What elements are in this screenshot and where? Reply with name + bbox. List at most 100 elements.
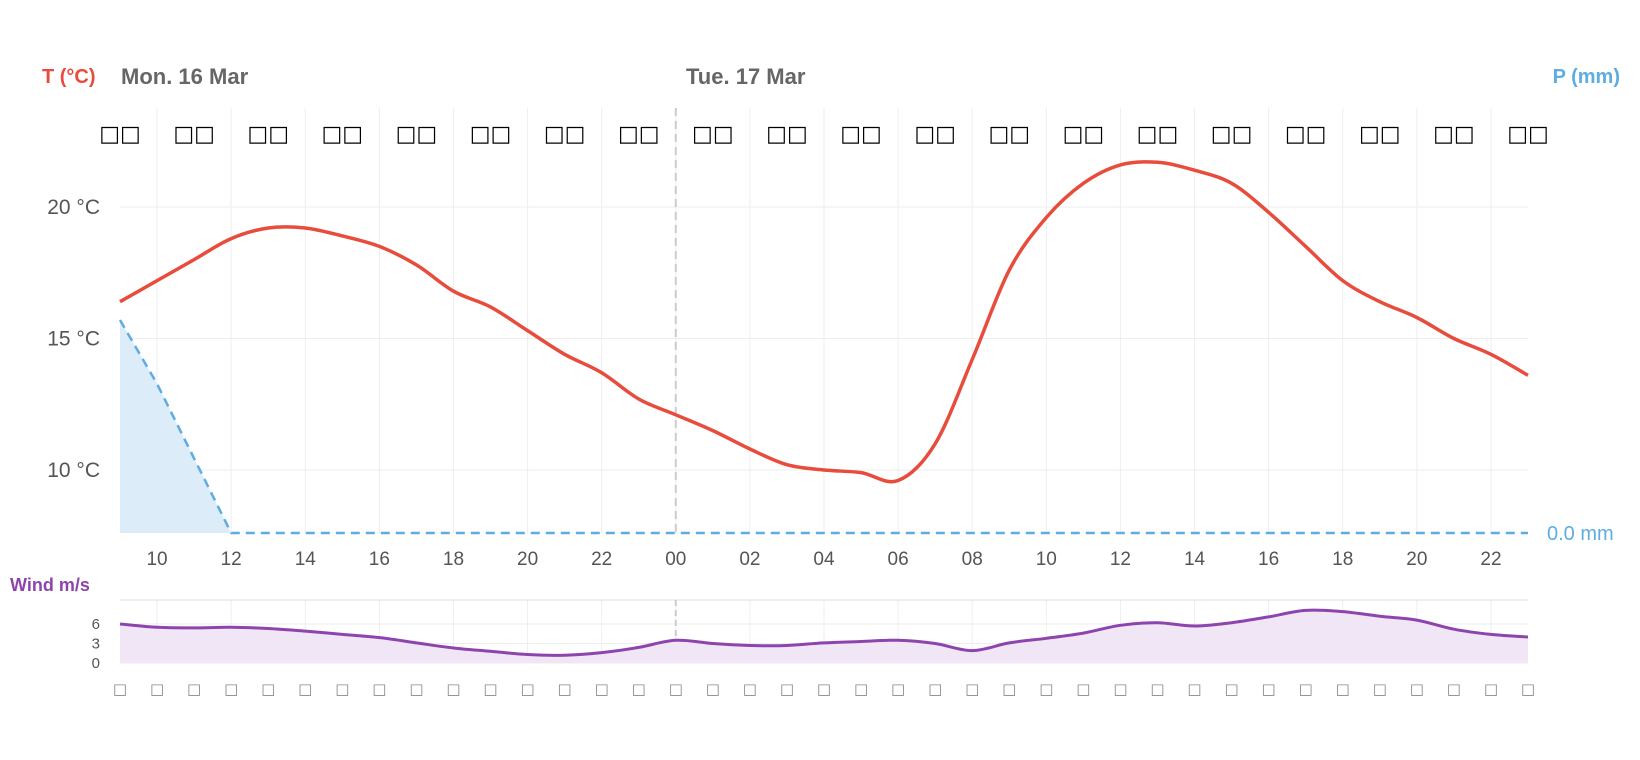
x-tick-label: 10 [146,549,167,570]
x-tick-label: 18 [1332,549,1353,570]
missing-glyph-icon: □□ [692,122,734,147]
wind-line [119,608,1529,657]
wind-axis-title: Wind m/s [10,575,90,595]
wind-series [119,608,1529,663]
missing-glyph-icon: □ [817,680,831,698]
missing-glyph-icon: □ [1336,680,1350,698]
day-label-monday: Mon. 16 Mar [121,64,249,89]
missing-glyph-icon: □□ [1211,122,1253,147]
missing-glyph-icon: □□ [840,122,882,147]
missing-glyph-icon: □ [706,680,720,698]
missing-glyph-icon: □□ [1359,122,1401,147]
missing-glyph-icon: □ [1187,680,1201,698]
grid-lines [120,108,1528,664]
wind-y-tick-label: 6 [92,616,100,633]
wind-y-tick-label: 0 [92,655,100,672]
missing-glyph-icon: □ [743,680,757,698]
precipitation-series [118,319,1528,535]
missing-glyph-icon: □ [335,680,349,698]
missing-glyph-icon: □ [1076,680,1090,698]
missing-glyph-icon: □ [446,680,460,698]
missing-glyph-icon: □□ [396,122,438,147]
missing-glyph-icon: □□ [618,122,660,147]
x-tick-label: 18 [443,549,464,570]
missing-glyph-icon: □□ [1507,122,1549,147]
missing-glyph-icon: □□ [914,122,956,147]
missing-glyph-icon: □ [669,680,683,698]
x-tick-label: 20 [1406,549,1427,570]
precipitation-axis-title: P (mm) [1552,66,1620,88]
y-tick-label: 15 °C [47,328,100,351]
missing-glyph-icon: □ [113,680,127,698]
x-tick-label: 14 [1184,549,1206,570]
missing-glyph-icon: □ [224,680,238,698]
axis-labels: 10 °C 15 °C 20 °C 0 3 6 0.0 mm 10 12 14 16 18 20 22 00… [47,196,1613,672]
missing-glyph-icon: □ [1262,680,1276,698]
x-tick-label: 06 [888,549,909,570]
missing-glyph-icon: □ [595,680,609,698]
x-tick-label: 22 [591,549,612,570]
missing-glyph-icon: □□ [470,122,512,147]
missing-glyph-icon: □ [1224,680,1238,698]
x-tick-label: 10 [1036,549,1057,570]
missing-glyph-icon: □□ [544,122,586,147]
missing-glyph-icon: □ [928,680,942,698]
x-tick-label: 12 [1110,549,1131,570]
wind-area [120,610,1528,663]
missing-glyph-icon: □□ [766,122,808,147]
precipitation-value-label: 0.0 mm [1547,523,1614,545]
missing-glyph-icon: □ [372,680,386,698]
x-tick-label: 14 [295,549,317,570]
x-tick-label: 02 [739,549,760,570]
missing-glyph-icon: □ [1039,680,1053,698]
missing-glyph-icon: □ [483,680,497,698]
missing-glyph-icon: □ [1373,680,1387,698]
missing-glyph-icon: □ [558,680,572,698]
temperature-line [119,160,1529,484]
weather-icons: □□ □□ □□ □□ □□ □□ □□ □□ □□ □□ □□ □□ □□ □□ □□ □□ □□ □□ □□ □□… [99,122,1549,698]
missing-glyph-icon: □ [965,680,979,698]
missing-glyph-icon: □ [261,680,275,698]
x-tick-label: 22 [1480,549,1501,570]
missing-glyph-icon: □ [854,680,868,698]
missing-glyph-icon: □ [1447,680,1461,698]
y-tick-label: 10 °C [47,459,100,482]
missing-glyph-icon: □□ [99,122,141,147]
x-tick-label: 00 [665,549,686,570]
missing-glyph-icon: □ [891,680,905,698]
missing-glyph-icon: □ [520,680,534,698]
missing-glyph-icon: □ [1521,680,1535,698]
day-label-tuesday: Tue. 17 Mar [686,64,806,89]
temperature-axis-title: T (°C) [42,66,96,88]
missing-glyph-icon: □□ [247,122,289,147]
missing-glyph-icon: □□ [322,122,364,147]
missing-glyph-icon: □□ [173,122,215,147]
missing-glyph-icon: □ [187,680,201,698]
missing-glyph-icon: □ [632,680,646,698]
missing-glyph-icon: □ [1113,680,1127,698]
missing-glyph-icon: □□ [1433,122,1475,147]
x-tick-label: 08 [962,549,983,570]
precipitation-line [118,319,1528,535]
missing-glyph-icon: □□ [1285,122,1327,147]
x-tick-label: 16 [1258,549,1279,570]
missing-glyph-icon: □□ [1137,122,1179,147]
missing-glyph-icon: □ [1410,680,1424,698]
missing-glyph-icon: □ [298,680,312,698]
y-tick-label: 20 °C [47,196,100,219]
x-tick-label: 20 [517,549,538,570]
missing-glyph-icon: □□ [988,122,1030,147]
temperature-series [119,160,1529,484]
missing-glyph-icon: □ [1484,680,1498,698]
missing-glyph-icon: □□ [1063,122,1105,147]
missing-glyph-icon: □ [780,680,794,698]
missing-glyph-icon: □ [150,680,164,698]
missing-glyph-icon: □ [1002,680,1016,698]
x-tick-label: 04 [813,549,835,570]
missing-glyph-icon: □ [1150,680,1164,698]
wind-y-tick-label: 3 [92,636,100,653]
missing-glyph-icon: □ [409,680,423,698]
x-tick-label: 16 [369,549,390,570]
x-tick-label: 12 [221,549,242,570]
